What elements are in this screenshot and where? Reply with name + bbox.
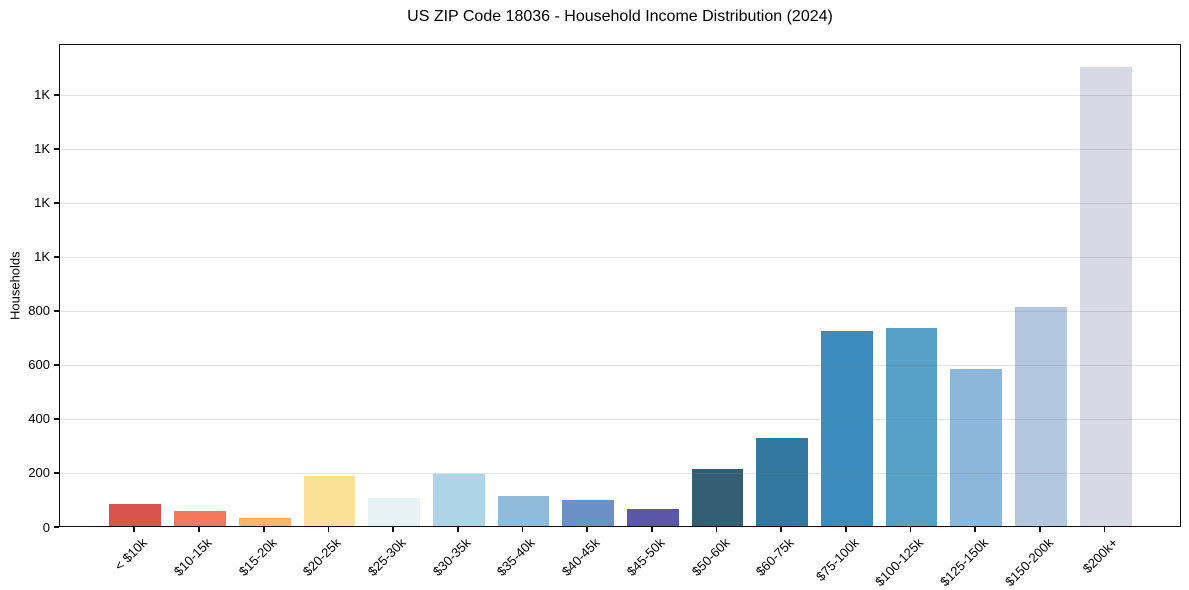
y-tick-mark bbox=[54, 147, 59, 150]
bars-layer bbox=[60, 45, 1180, 526]
plot-area bbox=[59, 44, 1181, 527]
x-tick-mark bbox=[715, 527, 718, 532]
x-tick-label: $15-20k bbox=[235, 535, 280, 579]
y-tick-mark bbox=[54, 526, 59, 528]
x-tick-label: $10-15k bbox=[170, 535, 215, 579]
x-tick-mark bbox=[974, 527, 977, 532]
y-tick-mark bbox=[54, 472, 59, 474]
bar-$100-125k bbox=[885, 328, 938, 526]
x-tick-mark bbox=[198, 527, 200, 532]
x-tick-label: $60-75k bbox=[752, 535, 797, 579]
y-tick-mark bbox=[54, 310, 59, 312]
x-tick-label: $75-100k bbox=[812, 535, 862, 584]
bar-$40-45k bbox=[562, 500, 615, 526]
bar-$20-25k bbox=[303, 475, 356, 526]
x-tick-label: $35-40k bbox=[494, 535, 539, 579]
x-tick-mark bbox=[586, 527, 588, 532]
x-tick-label: $150-200k bbox=[1001, 535, 1056, 590]
x-tick-mark bbox=[780, 527, 783, 532]
y-axis-label: Households bbox=[7, 251, 23, 320]
y-tick-label: 1K bbox=[34, 195, 50, 211]
y-tick-mark bbox=[54, 93, 59, 96]
y-tick-label: 1K bbox=[34, 87, 50, 103]
bar-$45-50k bbox=[626, 508, 679, 526]
x-tick-mark bbox=[392, 527, 394, 532]
y-tick-label: 1K bbox=[34, 141, 50, 157]
x-tick-label: $20-25k bbox=[300, 535, 345, 579]
bar-$30-35k bbox=[432, 473, 485, 526]
y-tick-mark bbox=[54, 201, 59, 204]
y-tick-label: 600 bbox=[28, 357, 50, 373]
x-tick-mark bbox=[521, 527, 524, 532]
bar-$15-20k bbox=[238, 518, 291, 526]
chart-title: US ZIP Code 18036 - Household Income Dis… bbox=[407, 8, 833, 25]
x-tick-label: $200k+ bbox=[1079, 535, 1121, 577]
y-tick-label: 0 bbox=[42, 519, 50, 535]
y-tick-label: 800 bbox=[28, 303, 50, 319]
x-tick-mark bbox=[456, 527, 459, 532]
x-tick-mark bbox=[327, 527, 330, 532]
x-tick-label: $25-30k bbox=[364, 535, 409, 579]
x-tick-label: $100-125k bbox=[872, 535, 927, 590]
x-tick-label: $30-35k bbox=[429, 535, 474, 579]
x-tick-label: $50-60k bbox=[688, 535, 733, 579]
bar-< $10k bbox=[109, 503, 162, 526]
bar-$50-60k bbox=[691, 468, 744, 526]
y-tick-mark bbox=[54, 364, 59, 366]
x-tick-mark bbox=[133, 527, 136, 532]
bar-$35-40k bbox=[497, 496, 550, 526]
bar-$60-75k bbox=[756, 437, 809, 526]
x-tick-label: $40-45k bbox=[558, 535, 603, 579]
x-tick-label: $45-50k bbox=[623, 535, 668, 579]
x-tick-mark bbox=[845, 527, 847, 532]
bar-$150-200k bbox=[1015, 306, 1067, 526]
y-tick-label: 400 bbox=[28, 411, 50, 427]
y-tick-label: 1K bbox=[34, 249, 50, 265]
x-tick-label: $125-150k bbox=[936, 535, 991, 590]
bar-$25-30k bbox=[368, 498, 420, 526]
y-tick-label: 200 bbox=[28, 465, 50, 481]
x-tick-mark bbox=[909, 527, 912, 532]
bar-$125-150k bbox=[950, 368, 1003, 526]
x-tick-mark bbox=[1039, 527, 1041, 532]
x-tick-mark bbox=[1103, 527, 1106, 532]
x-tick-mark bbox=[650, 527, 653, 532]
y-tick-mark bbox=[54, 256, 59, 258]
bar-$200k+ bbox=[1079, 66, 1132, 526]
bar-$75-100k bbox=[821, 330, 873, 526]
x-tick-mark bbox=[262, 527, 265, 532]
bar-$10-15k bbox=[174, 510, 226, 526]
y-tick-mark bbox=[54, 418, 59, 420]
x-tick-label: < $10k bbox=[111, 535, 150, 574]
